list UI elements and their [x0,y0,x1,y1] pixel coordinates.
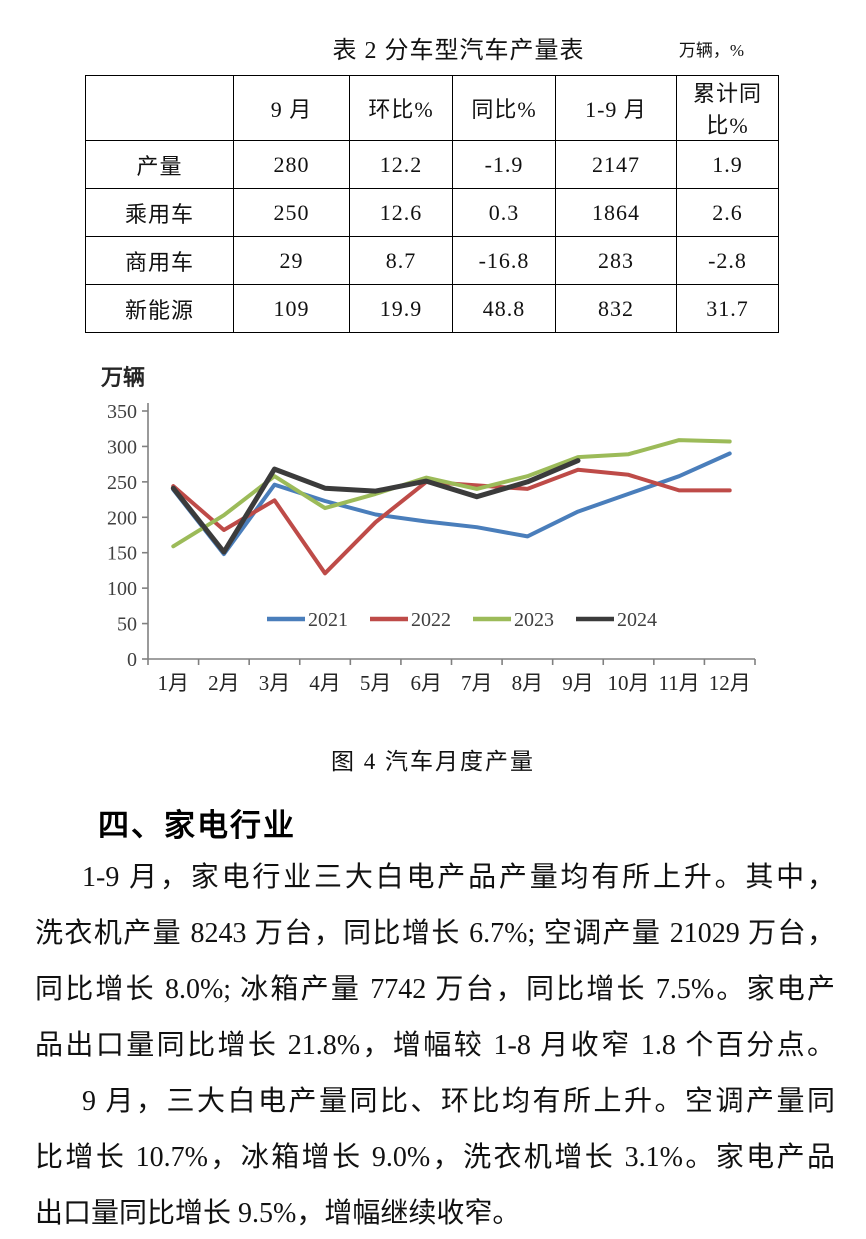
x-tick-label: 8月 [512,671,544,695]
table-cell: 产量 [85,140,234,189]
table-row: 商用车 29 8.7 -16.8 283 -2.8 [85,236,779,285]
line-chart-canvas: 0 50 100 150 200 250 300 350 1月 2月 3月 4月 5月 6月 7月 8月 9月 1… [100,365,756,695]
x-tick-label: 9月 [562,671,594,695]
series-line-2023 [171,438,732,549]
table-cell: 19.9 [349,284,453,333]
table-title-row: 表 2 分车型汽车产量表 万辆，% [85,30,778,64]
table-cell: 1864 [555,188,677,237]
table-cell: 250 [233,188,350,237]
series-line-2022 [171,467,732,576]
series-line-2021 [171,451,732,557]
vehicle-production-table: 9 月环比% 同比% 1-9 月累计同比% 产量 280 12.2 -1.9 2147 1.9 乘… [85,75,779,333]
table-cell: 12.6 [349,188,453,237]
x-tick-label: 12月 [709,671,751,695]
figure-caption: 图 4 汽车月度产量 [331,749,535,774]
body-text-line: 品出口量同比增长 21.8%，增幅较 1-8 月收窄 1.8 个百分点。 [35,1030,835,1061]
table-cell: 48.8 [452,284,556,333]
body-text-line: 出口量同比增长 9.5%，增幅继续收窄。 [35,1198,521,1229]
section-heading: 四、家电行业 [98,808,296,843]
table-cell: -1.9 [452,140,556,189]
table-header-cell [85,75,234,141]
legend-label-2022: 2022 [411,609,451,631]
table-cell: 2147 [555,140,677,189]
y-tick-label: 50 [117,614,137,636]
x-tick-label: 7月 [461,671,493,695]
table-cell: 0.3 [452,188,556,237]
table-cell: 乘用车 [85,188,234,237]
y-tick-label: 200 [107,507,137,529]
table-cell: 2.6 [676,188,779,237]
table-cell: 1.9 [676,140,779,189]
table-cell: 新能源 [85,284,234,333]
body-text-line: 同比增长 8.0%; 冰箱产量 7742 万台，同比增长 7.5%。家电产 [35,974,835,1005]
legend-label-2023: 2023 [514,609,554,631]
monthly-production-chart: 0 50 100 150 200 250 300 350 1月 2月 3月 4月 5月 6月 7月 8月 9月 1… [95,358,815,708]
table-cell: -16.8 [452,236,556,285]
table-header-cell: 同比% [452,75,556,141]
table-cell: 832 [555,284,677,333]
body-text-line: 洗衣机产量 8243 万台，同比增长 6.7%; 空调产量 21029 万台， [35,918,835,949]
body-text: 1-9 月，家电行业三大白电产品产量均有所上升。其中， 洗衣机产量 8243 万台… [35,850,835,1239]
table-cell: 商用车 [85,236,234,285]
x-tick-label: 2月 [208,671,240,695]
table-cell: 280 [233,140,350,189]
table-row: 产量 280 12.2 -1.9 2147 1.9 [85,140,779,189]
table-header-cell: 9 月 [233,75,350,141]
table-row: 乘用车 250 12.6 0.3 1864 2.6 [85,188,779,237]
body-text-line: 9 月，三大白电产量同比、环比均有所上升。空调产量同 [82,1086,835,1117]
x-tick-label: 1月 [158,671,190,695]
body-text-line: 比增长 10.7%，冰箱增长 9.0%，洗衣机增长 3.1%。家电产品 [35,1142,835,1173]
table-title: 表 2 分车型汽车产量表 [332,38,585,64]
table-cell: 283 [555,236,677,285]
table-header-cell: 累计同比% [676,75,779,141]
table-cell: 8.7 [349,236,453,285]
y-tick-label: 0 [127,649,137,671]
table-cell: 12.2 [349,140,453,189]
x-tick-label: 10月 [608,671,650,695]
y-tick-label: 250 [107,472,137,494]
x-tick-label: 5月 [360,671,392,695]
x-tick-label: 6月 [410,671,442,695]
y-tick-label: 300 [107,436,137,458]
table-header-row: 9 月环比% 同比% 1-9 月累计同比% [85,75,779,141]
body-text-line: 1-9 月，家电行业三大白电产品产量均有所上升。其中， [82,862,835,893]
table-cell: 109 [233,284,350,333]
legend-label-2021: 2021 [308,609,348,631]
series-line-2024 [170,458,581,555]
y-tick-label: 150 [107,543,137,565]
table-header-cell: 1-9 月 [555,75,677,141]
x-tick-label: 3月 [259,671,291,695]
x-tick-label: 11月 [659,671,700,695]
x-tick-label: 4月 [309,671,341,695]
y-tick-label: 100 [107,578,137,600]
table-cell: 29 [233,236,350,285]
legend-label-2024: 2024 [617,609,657,631]
y-axis-unit-label: 万辆 [100,365,145,390]
y-tick-label: 350 [107,401,137,423]
table-cell: -2.8 [676,236,779,285]
table-row: 新能源 109 19.9 48.8 832 31.7 [85,284,779,333]
table-unit-label: 万辆，% [678,41,744,60]
table-header-cell: 环比% [349,75,453,141]
table-cell: 31.7 [676,284,779,333]
